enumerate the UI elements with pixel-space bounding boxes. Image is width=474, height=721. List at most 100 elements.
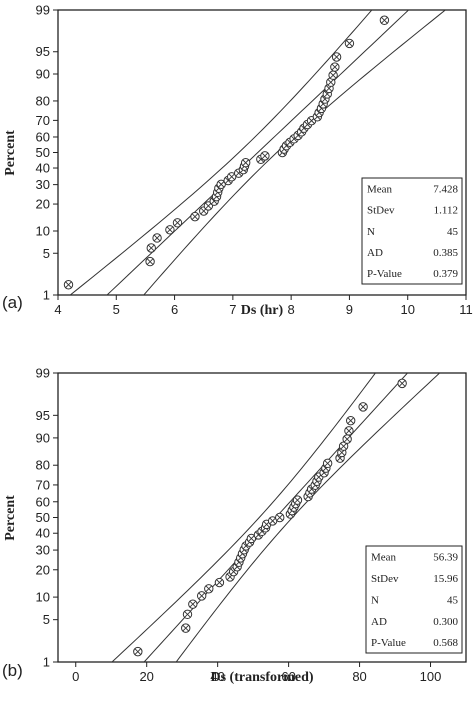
- data-point: [152, 233, 162, 243]
- x-tick-label: 60: [281, 669, 295, 684]
- x-tick-label: 80: [352, 669, 366, 684]
- data-point: [326, 77, 336, 87]
- data-point: [63, 280, 74, 290]
- stat-value: 45: [447, 594, 459, 606]
- data-point: [292, 495, 303, 505]
- y-tick-label: 50: [36, 145, 50, 160]
- data-point: [240, 157, 251, 168]
- data-point: [342, 434, 352, 444]
- x-tick-label: 8: [288, 302, 295, 317]
- data-point: [214, 577, 225, 588]
- x-tick-label: 20: [139, 669, 153, 684]
- data-point: [338, 441, 349, 451]
- fit-lines: [69, 10, 447, 295]
- y-tick-label: 1: [43, 288, 50, 303]
- data-point: [260, 151, 270, 161]
- y-tick-label: 70: [36, 113, 50, 128]
- data-point: [216, 179, 226, 190]
- stat-label: AD: [367, 247, 383, 259]
- y-axis-label: Percent: [3, 495, 18, 541]
- y-tick-label: 30: [36, 177, 50, 192]
- x-tick-label: 10: [400, 302, 414, 317]
- stat-value: 15.96: [433, 573, 458, 585]
- data-point: [328, 70, 338, 80]
- stat-label: StDev: [371, 573, 399, 585]
- stat-label: Mean: [367, 183, 393, 195]
- data-points: [63, 15, 390, 290]
- y-tick-label: 95: [36, 408, 50, 423]
- y-tick-label: 99: [36, 3, 50, 18]
- data-point: [196, 591, 207, 601]
- stat-value: 7.428: [433, 183, 458, 195]
- x-tick-label: 7: [229, 302, 236, 317]
- data-point: [145, 256, 155, 267]
- y-tick-label: 10: [36, 224, 50, 239]
- data-point: [204, 584, 214, 594]
- stat-value: 0.379: [433, 268, 458, 280]
- data-point: [330, 62, 340, 72]
- stat-label: P-Value: [371, 637, 406, 649]
- data-point: [246, 533, 257, 544]
- y-tick-label: 1: [43, 655, 50, 670]
- data-point: [322, 458, 333, 469]
- lower-confidence-band: [69, 10, 373, 295]
- stat-value: 0.385: [433, 247, 458, 259]
- y-tick-label: 80: [36, 458, 50, 473]
- data-point: [172, 218, 183, 228]
- x-tick-label: 11: [459, 302, 473, 317]
- x-tick-label: 100: [420, 669, 442, 684]
- data-point: [190, 211, 200, 222]
- y-tick-label: 5: [43, 612, 50, 627]
- data-point: [344, 38, 355, 49]
- y-tick-label: 90: [36, 66, 50, 81]
- stat-value: 56.39: [433, 552, 458, 564]
- y-tick-label: 10: [36, 590, 50, 605]
- stat-value: 1.112: [434, 205, 458, 217]
- y-tick-label: 80: [36, 93, 50, 108]
- data-point: [331, 52, 342, 62]
- x-tick-label: 5: [113, 302, 120, 317]
- panel-label: (a): [2, 293, 23, 312]
- y-axis-label: Percent: [3, 130, 18, 176]
- stat-label: Mean: [371, 552, 397, 564]
- x-tick-label: 40: [210, 669, 224, 684]
- fitted-line: [106, 10, 410, 295]
- statistics-box: Mean 56.39 StDev 15.96 N 45 AD 0.300 P-Value 0.56…: [365, 545, 463, 654]
- y-tick-label: 60: [36, 494, 50, 509]
- data-point: [306, 115, 317, 126]
- stat-value: 45: [447, 226, 459, 238]
- y-tick-label: 95: [36, 44, 50, 59]
- data-point: [358, 402, 368, 412]
- data-point: [256, 154, 266, 164]
- data-points: [133, 378, 407, 657]
- data-point: [344, 426, 354, 436]
- data-point: [226, 172, 237, 182]
- data-point: [345, 415, 356, 426]
- stat-label: StDev: [367, 205, 395, 217]
- y-tick-label: 90: [36, 430, 50, 445]
- data-point: [133, 646, 143, 657]
- stat-label: N: [367, 226, 375, 238]
- data-point: [275, 512, 285, 523]
- data-point: [181, 623, 191, 633]
- y-tick-label: 70: [36, 477, 50, 492]
- x-tick-label: 0: [72, 669, 79, 684]
- x-axis-label: Ds (hr): [241, 303, 284, 318]
- x-axis-label: Ds (transformed): [210, 670, 313, 685]
- stat-value: 0.300: [433, 616, 458, 628]
- data-point: [146, 243, 156, 253]
- stat-label: P-Value: [367, 268, 402, 280]
- y-tick-label: 50: [36, 510, 50, 525]
- stat-label: AD: [371, 616, 387, 628]
- x-tick-label: 4: [54, 302, 61, 317]
- statistics-box: Mean 7.428 StDev 1.112 N 45 AD 0.385 P-Value 0.37…: [361, 177, 463, 285]
- y-tick-label: 60: [36, 129, 50, 144]
- x-tick-label: 6: [171, 302, 178, 317]
- data-point: [188, 599, 198, 609]
- data-point: [165, 225, 175, 235]
- data-point: [182, 609, 193, 620]
- x-tick-label: 9: [346, 302, 353, 317]
- data-point: [397, 378, 407, 389]
